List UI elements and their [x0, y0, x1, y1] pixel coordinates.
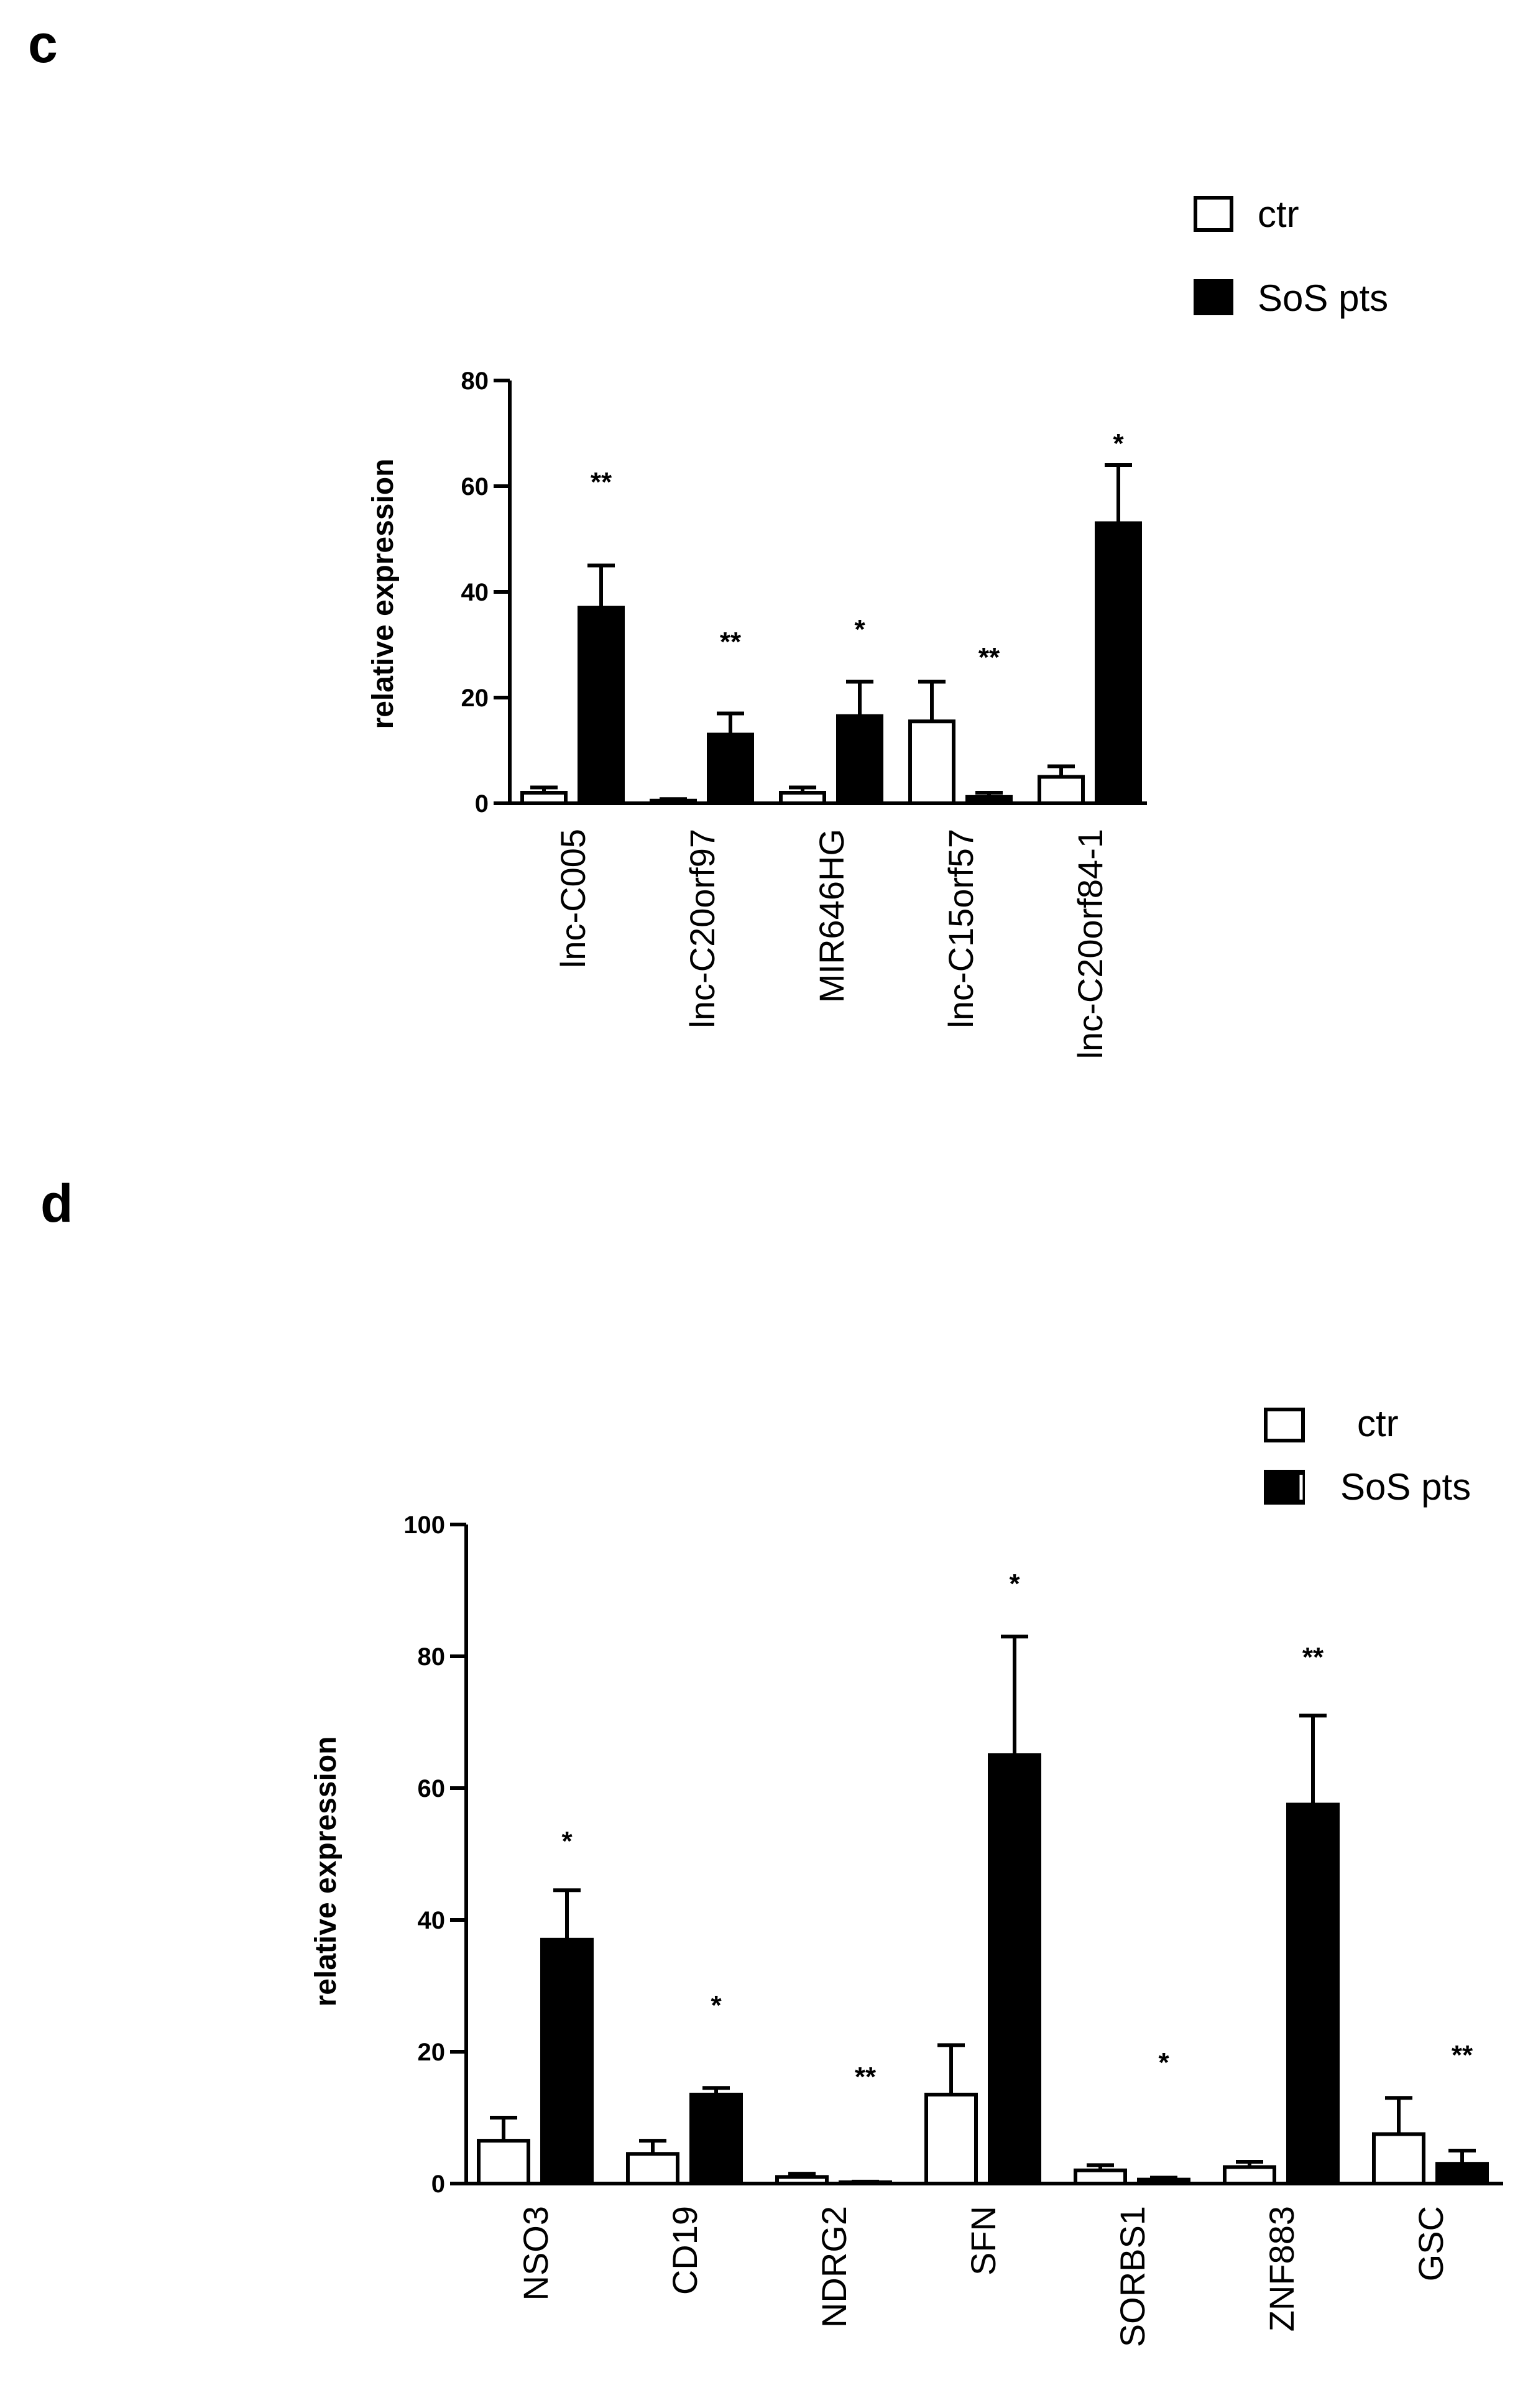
- bar: [1372, 2132, 1425, 2185]
- significance-marker: **: [978, 642, 1000, 673]
- y-tick-label: 20: [418, 2039, 446, 2066]
- y-tick-label: 80: [418, 1643, 446, 1671]
- legend-label-sos: SoS pts: [1340, 1466, 1471, 1508]
- legend-label-sos: SoS pts: [1258, 277, 1388, 319]
- bar: [1095, 521, 1142, 805]
- category-label: lnc-C20orf97: [683, 829, 722, 1028]
- bar: [1038, 775, 1085, 805]
- significance-marker: *: [854, 614, 865, 645]
- bar: [775, 2175, 829, 2185]
- chart-c: 0 20 40 60 80 ** lnc-C005 ** lnc-C20orf97 * MIR646…: [461, 367, 1147, 1059]
- bar: [1074, 2168, 1127, 2186]
- y-tick-label: 40: [461, 579, 489, 606]
- legend-c: ctr SoS pts: [1194, 193, 1388, 319]
- category-label: NDRG2: [814, 2206, 854, 2328]
- bar: [924, 2092, 978, 2185]
- legend-label-ctr: ctr: [1258, 193, 1299, 235]
- bar: [836, 714, 883, 805]
- panel-label-d: d: [40, 1174, 73, 1234]
- significance-marker: **: [1302, 1642, 1324, 1672]
- bar: [965, 795, 1013, 806]
- significance-marker: *: [1158, 2047, 1169, 2078]
- y-axis-title-c: relative expression: [367, 459, 400, 729]
- bar: [477, 2139, 530, 2186]
- significance-marker: *: [1009, 1569, 1020, 1599]
- panel-label-c: c: [28, 14, 58, 74]
- panel-c: c ctr SoS pts 020406080**lnc-C005**lnc-C…: [28, 14, 1388, 1059]
- significance-marker: *: [1113, 428, 1124, 459]
- y-tick-label: 80: [461, 367, 489, 395]
- legend-swatch-sos: [1194, 279, 1233, 315]
- category-label: GSC: [1411, 2206, 1450, 2281]
- bar: [540, 1937, 594, 2186]
- bar: [988, 1753, 1041, 2185]
- bar: [1435, 2162, 1489, 2185]
- category-label: CD19: [665, 2206, 704, 2295]
- significance-marker: **: [1452, 2040, 1473, 2070]
- significance-marker: *: [711, 1990, 722, 2021]
- category-label: lnc-C15orf57: [941, 829, 980, 1028]
- category-label: MIR646HG: [812, 829, 851, 1003]
- bar: [1137, 2177, 1190, 2185]
- y-tick-label: 20: [461, 685, 489, 712]
- significance-marker: **: [720, 627, 742, 657]
- panel-d: d ctr SoS pts 020406080100*NSO3*CD19**ND…: [40, 1174, 1503, 2347]
- significance-marker: *: [561, 1826, 573, 1857]
- category-label: SFN: [964, 2206, 1003, 2276]
- legend-swatch-ctr: [1264, 1408, 1305, 1442]
- y-axis-title-d: relative expression: [310, 1737, 343, 2007]
- category-label: lnc-C005: [553, 829, 592, 968]
- y-tick-label: 60: [418, 1775, 446, 1802]
- category-label: ZNF883: [1262, 2206, 1301, 2332]
- bar: [1223, 2165, 1276, 2185]
- bar: [707, 732, 754, 805]
- y-tick-label: 100: [403, 1511, 445, 1539]
- bar: [689, 2092, 743, 2185]
- bar: [839, 2180, 892, 2185]
- bar: [650, 798, 697, 805]
- category-label: lnc-C20orf84-1: [1070, 829, 1110, 1059]
- legend-swatch-sos: [1264, 1470, 1305, 1505]
- bar: [908, 719, 955, 805]
- significance-marker: **: [591, 467, 612, 497]
- y-tick-label: 60: [461, 473, 489, 501]
- category-label: NSO3: [516, 2206, 555, 2301]
- legend-label-ctr: ctr: [1357, 1403, 1399, 1444]
- bar: [626, 2152, 679, 2186]
- bar: [779, 791, 826, 805]
- y-tick-label: 0: [431, 2170, 445, 2198]
- legend-swatch-ctr: [1194, 196, 1233, 232]
- significance-marker: **: [855, 2062, 877, 2092]
- bar: [520, 791, 568, 805]
- bar: [578, 606, 625, 805]
- bar: [1286, 1802, 1340, 2185]
- legend-d: ctr SoS pts: [1264, 1403, 1471, 1508]
- y-tick-label: 40: [418, 1907, 446, 1934]
- chart-d: 0 20 40 60 80 100 * NSO3 * CD19 ** NDRG2 * SFN * SORBS1…: [403, 1511, 1503, 2347]
- category-label: SORBS1: [1113, 2206, 1152, 2347]
- y-tick-label: 0: [475, 790, 489, 818]
